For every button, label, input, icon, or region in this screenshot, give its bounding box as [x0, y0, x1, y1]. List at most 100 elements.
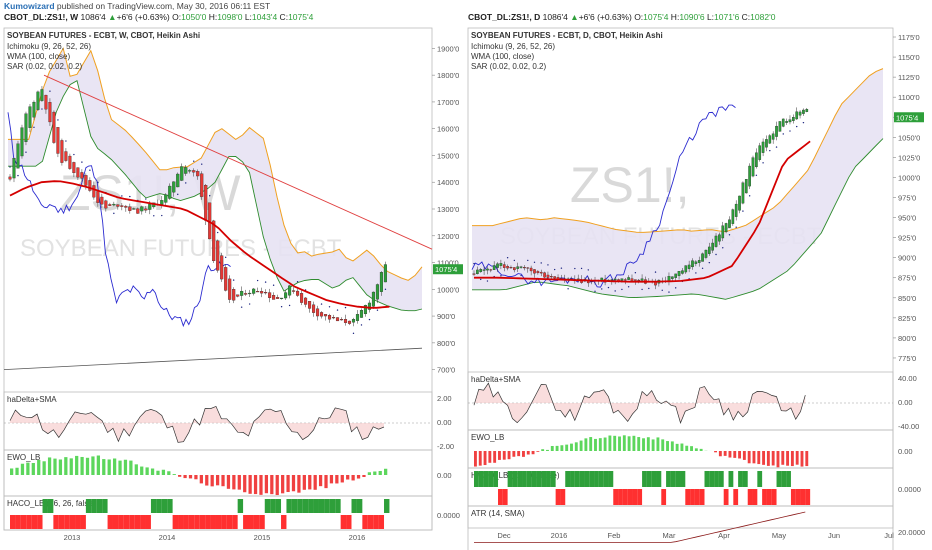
- candle-body[interactable]: [216, 240, 220, 271]
- candle-body[interactable]: [56, 127, 60, 154]
- candle-body[interactable]: [741, 182, 745, 204]
- candle-body[interactable]: [479, 269, 483, 273]
- candle-body[interactable]: [296, 290, 300, 296]
- candle-body[interactable]: [347, 320, 352, 324]
- candle-body[interactable]: [375, 284, 380, 300]
- candle-body[interactable]: [748, 165, 751, 187]
- candle-body[interactable]: [327, 315, 332, 320]
- candle-body[interactable]: [168, 185, 172, 199]
- author-link[interactable]: Kumowizard: [4, 1, 55, 11]
- candle-body[interactable]: [543, 272, 546, 278]
- candle-body[interactable]: [36, 91, 40, 110]
- candle-body[interactable]: [711, 242, 714, 251]
- candle-body[interactable]: [292, 290, 296, 292]
- candle-body[interactable]: [778, 121, 782, 132]
- candle-body[interactable]: [371, 291, 376, 307]
- candle-body[interactable]: [188, 170, 192, 172]
- candle-body[interactable]: [379, 272, 383, 292]
- candle-body[interactable]: [502, 264, 506, 268]
- candle-body[interactable]: [714, 235, 718, 247]
- candle-body[interactable]: [140, 206, 144, 212]
- candle-body[interactable]: [76, 167, 80, 178]
- candle-body[interactable]: [160, 200, 164, 205]
- candle-body[interactable]: [718, 234, 721, 242]
- candle-body[interactable]: [331, 317, 336, 319]
- candle-body[interactable]: [476, 269, 479, 275]
- candle-body[interactable]: [640, 278, 644, 281]
- candle-body[interactable]: [88, 180, 92, 191]
- candle-body[interactable]: [323, 314, 328, 317]
- candle-body[interactable]: [526, 267, 530, 269]
- candle-body[interactable]: [304, 297, 308, 305]
- candle-body[interactable]: [775, 125, 778, 137]
- candle-body[interactable]: [687, 264, 691, 269]
- candle-body[interactable]: [549, 276, 553, 278]
- candle-body[interactable]: [363, 305, 368, 315]
- candle-body[interactable]: [339, 319, 344, 321]
- candle-body[interactable]: [264, 292, 268, 294]
- candle-body[interactable]: [64, 151, 68, 161]
- candle-body[interactable]: [509, 267, 513, 269]
- candle-body[interactable]: [212, 220, 216, 262]
- candle-body[interactable]: [630, 278, 634, 281]
- candle-body[interactable]: [112, 203, 116, 206]
- candle-body[interactable]: [383, 264, 387, 283]
- candle-body[interactable]: [738, 195, 741, 211]
- candle-body[interactable]: [164, 194, 168, 203]
- candle-body[interactable]: [220, 255, 224, 280]
- candle-body[interactable]: [92, 185, 96, 198]
- candle-body[interactable]: [272, 295, 276, 300]
- candle-body[interactable]: [351, 319, 356, 323]
- candle-body[interactable]: [319, 312, 324, 317]
- candle-body[interactable]: [634, 279, 637, 281]
- candle-body[interactable]: [707, 246, 711, 254]
- right-time-axis[interactable]: Dec 2016 Feb Mar Apr May Jun Jul: [497, 531, 894, 540]
- candle-body[interactable]: [248, 292, 252, 295]
- candle-body[interactable]: [60, 140, 64, 163]
- candle-body[interactable]: [240, 290, 244, 296]
- candle-body[interactable]: [758, 145, 762, 160]
- candle-body[interactable]: [489, 269, 493, 271]
- candle-body[interactable]: [788, 119, 792, 123]
- candle-body[interactable]: [8, 176, 12, 180]
- candle-body[interactable]: [486, 268, 489, 271]
- candle-body[interactable]: [697, 260, 701, 263]
- candle-body[interactable]: [224, 267, 228, 291]
- candle-body[interactable]: [108, 204, 112, 206]
- candle-body[interactable]: [355, 314, 360, 321]
- left-weekly-chart[interactable]: ZS1!, WSOYBEAN FUTURES - ECBT1900'01800'…: [3, 27, 463, 542]
- candle-body[interactable]: [72, 162, 76, 174]
- candle-body[interactable]: [513, 267, 516, 271]
- candle-body[interactable]: [367, 302, 372, 310]
- candle-body[interactable]: [116, 204, 120, 207]
- candle-body[interactable]: [724, 223, 728, 233]
- candle-body[interactable]: [785, 121, 788, 123]
- candle-body[interactable]: [620, 278, 624, 281]
- candle-body[interactable]: [104, 200, 108, 209]
- candle-body[interactable]: [176, 173, 180, 188]
- candle-body[interactable]: [256, 291, 260, 293]
- candle-body[interactable]: [499, 263, 503, 266]
- candle-body[interactable]: [335, 317, 340, 322]
- left-subpanel-1[interactable]: EWO_LB 0.00: [3, 449, 452, 497]
- candle-body[interactable]: [68, 155, 72, 169]
- right-subpanel-2[interactable]: HACO_LB (26, 26, false)0.0000: [467, 467, 921, 507]
- right-daily-chart[interactable]: ZS1!,SOYBEAN FUTURES - ECBT1175'01150'01…: [467, 27, 925, 550]
- candle-body[interactable]: [40, 89, 44, 101]
- candle-body[interactable]: [260, 291, 264, 294]
- candle-body[interactable]: [731, 209, 735, 224]
- support-trendline[interactable]: [3, 347, 423, 371]
- candle-body[interactable]: [681, 270, 684, 274]
- candle-body[interactable]: [204, 185, 208, 221]
- candle-body[interactable]: [228, 278, 232, 300]
- candle-body[interactable]: [200, 173, 204, 197]
- candle-body[interactable]: [728, 219, 731, 228]
- candle-body[interactable]: [771, 133, 775, 140]
- candle-body[interactable]: [120, 205, 124, 207]
- candle-body[interactable]: [148, 204, 152, 210]
- candle-body[interactable]: [12, 158, 16, 179]
- candle-body[interactable]: [755, 152, 758, 168]
- right-subpanel-3[interactable]: ATR (14, SMA) 20.0000: [467, 505, 925, 550]
- candle-body[interactable]: [359, 310, 364, 318]
